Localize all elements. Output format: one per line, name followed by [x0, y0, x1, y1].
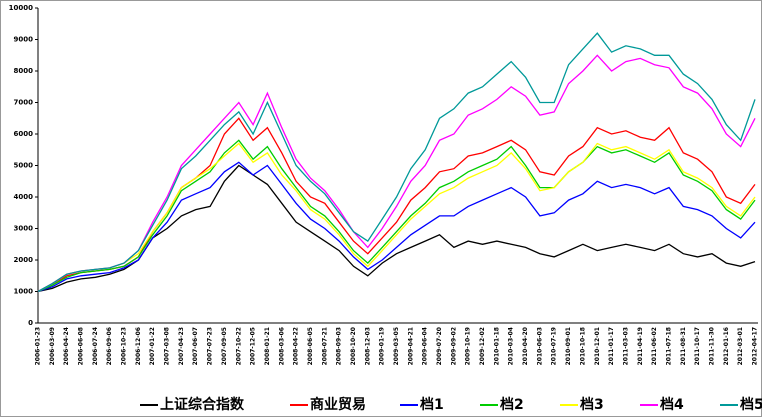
y-tick-label: 4000	[14, 193, 34, 201]
x-tick-label: 2009-06-04	[422, 327, 429, 365]
x-tick-label: 2006-03-09	[49, 327, 56, 365]
x-tick-label: 2007-12-05	[250, 327, 257, 365]
y-tick-label: 5000	[14, 162, 34, 170]
x-tick-label: 2011-06-02	[651, 327, 658, 365]
y-tick-label: 2000	[14, 256, 34, 264]
x-tick-label: 2010-10-18	[579, 327, 586, 365]
x-tick-label: 2007-03-08	[164, 327, 171, 365]
x-tick-label: 2010-04-20	[522, 327, 529, 365]
x-tick-label: 2006-04-24	[63, 327, 70, 365]
x-tick-label: 2012-04-17	[752, 327, 759, 365]
y-tick-label: 10000	[9, 4, 33, 12]
x-tick-label: 2009-10-19	[465, 327, 472, 365]
x-tick-label: 2010-12-01	[594, 327, 601, 365]
x-tick-label: 2008-07-21	[321, 327, 328, 365]
legend-label: 档1	[420, 396, 444, 413]
x-tick-label: 2009-03-05	[393, 327, 400, 365]
x-tick-label: 2006-10-23	[121, 327, 128, 365]
x-tick-label: 2008-12-03	[364, 327, 371, 365]
x-tick-label: 2006-07-24	[92, 327, 99, 365]
x-tick-label: 2011-07-18	[665, 327, 672, 365]
x-tick-label: 2008-03-06	[278, 327, 285, 365]
legend-label: 档2	[500, 396, 524, 413]
y-tick-label: 9000	[14, 36, 34, 44]
series-line	[37, 139, 756, 293]
x-tick-label: 2011-08-31	[680, 327, 687, 365]
x-tick-label: 2011-03-03	[622, 327, 629, 365]
x-tick-label: 2011-10-17	[694, 327, 701, 365]
x-tick-label: 2007-06-07	[192, 327, 199, 365]
legend-label: 档3	[580, 396, 604, 413]
x-tick-label: 2012-01-16	[723, 327, 730, 365]
x-tick-label: 2009-09-02	[450, 327, 457, 365]
x-tick-label: 2012-03-01	[737, 327, 744, 365]
x-tick-label: 2010-09-01	[565, 327, 572, 365]
x-tick-label: 2008-01-21	[264, 327, 271, 365]
x-tick-label: 2011-11-30	[708, 327, 715, 365]
x-tick-label: 2006-06-08	[78, 327, 85, 365]
y-tick-label: 8000	[14, 67, 34, 75]
x-tick-label: 2008-04-22	[293, 327, 300, 365]
series-line	[37, 161, 756, 293]
legend-label: 档5	[740, 396, 762, 413]
x-tick-label: 2010-07-19	[551, 327, 558, 365]
y-tick-label: 1000	[14, 288, 34, 296]
legend-label: 上证综合指数	[160, 396, 245, 413]
x-tick-label: 2011-04-19	[637, 327, 644, 365]
x-tick-label: 2007-09-05	[221, 327, 228, 365]
x-tick-label: 2010-06-03	[536, 327, 543, 365]
legend-label: 商业贸易	[310, 396, 366, 413]
x-tick-label: 2009-04-21	[407, 327, 414, 365]
x-tick-label: 2007-07-23	[207, 327, 214, 365]
x-tick-label: 2006-12-06	[135, 327, 142, 365]
series-line	[37, 142, 756, 293]
x-tick-label: 2008-09-03	[336, 327, 343, 365]
x-tick-label: 2008-10-20	[350, 327, 357, 365]
x-tick-label: 2007-04-23	[178, 327, 185, 365]
series-line	[37, 164, 756, 293]
x-tick-label: 2006-09-06	[106, 327, 113, 365]
x-tick-label: 2007-10-22	[235, 327, 242, 365]
x-tick-label: 2010-01-18	[493, 327, 500, 365]
y-tick-label: 3000	[14, 225, 34, 233]
x-tick-label: 2006-01-23	[35, 327, 42, 365]
x-tick-label: 2009-12-02	[479, 327, 486, 365]
y-tick-label: 7000	[14, 99, 34, 107]
x-tick-label: 2008-06-05	[307, 327, 314, 365]
x-tick-label: 2010-03-04	[508, 327, 515, 365]
y-tick-label: 6000	[14, 130, 34, 138]
legend-label: 档4	[660, 396, 684, 413]
x-tick-label: 2009-07-20	[436, 327, 443, 365]
x-tick-label: 2011-01-17	[608, 327, 615, 365]
series-line	[37, 54, 756, 293]
series-line	[37, 32, 756, 293]
x-tick-label: 2009-01-19	[379, 327, 386, 365]
x-tick-label: 2007-01-22	[149, 327, 156, 365]
y-tick-label: 0	[28, 319, 33, 327]
